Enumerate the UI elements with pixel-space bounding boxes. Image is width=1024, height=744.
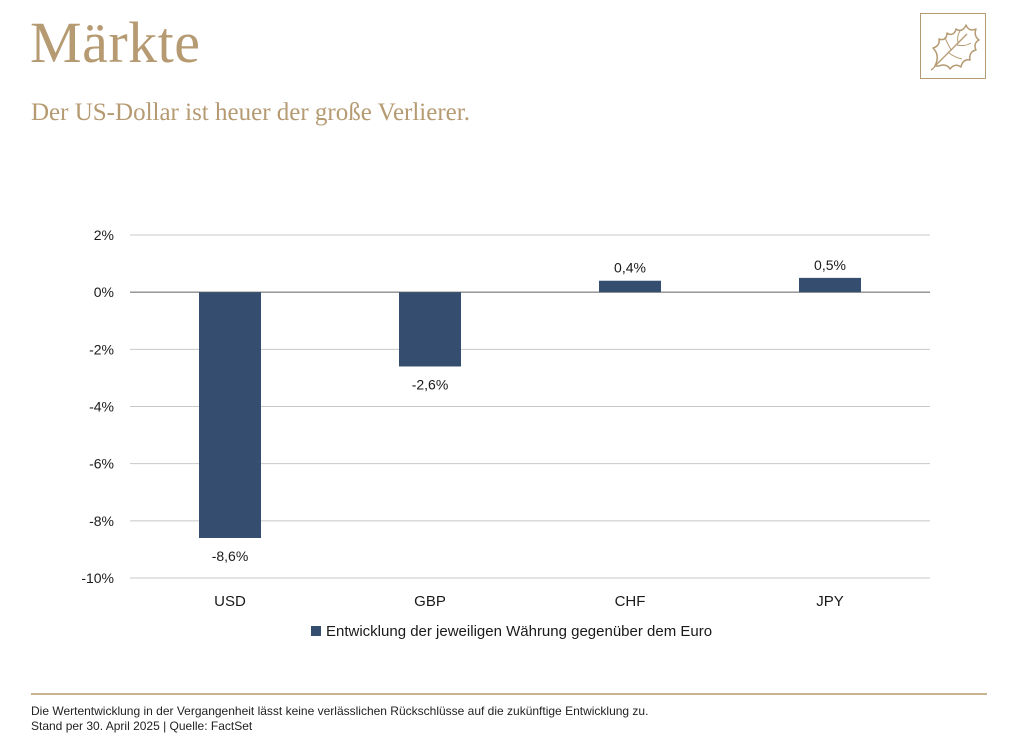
bar-jpy [799,277,861,293]
x-category-label: CHF [615,593,646,610]
y-tick-label: -8% [89,513,114,529]
data-label: 0,5% [814,257,846,273]
footer-source: Stand per 30. April 2025 | Quelle: FactS… [31,719,253,733]
x-category-label: JPY [816,593,844,610]
page-title: Märkte [30,10,201,75]
bar-chart: 2%0%-2%-4%-6%-8%-10% -8,6%-2,6%0,4% 0,5% … [81,227,930,640]
x-category-label: GBP [414,593,446,610]
footer-divider [31,693,987,695]
y-tick-label: -2% [89,341,114,357]
y-tick-label: 0% [94,284,114,300]
y-tick-label: -4% [89,399,114,415]
bar-chf [599,280,661,293]
y-tick-label: -10% [81,570,114,586]
oak-leaf-icon [930,24,980,71]
brand-logo [920,13,986,79]
y-tick-label: -6% [89,456,114,472]
legend-label: Entwicklung der jeweiligen Währung gegen… [326,623,712,640]
x-category-label: USD [214,593,246,610]
footer-disclaimer: Die Wertentwicklung in der Vergangenheit… [31,704,649,718]
data-label: -8,6% [212,548,249,564]
data-label: 0,4% [614,260,646,276]
page-subtitle: Der US-Dollar ist heuer der große Verlie… [31,99,470,126]
y-tick-label: 2% [94,227,114,243]
data-label: -2,6% [412,376,449,392]
legend-swatch [311,626,321,636]
bar-usd [199,292,261,538]
bar-gbp [399,292,461,367]
